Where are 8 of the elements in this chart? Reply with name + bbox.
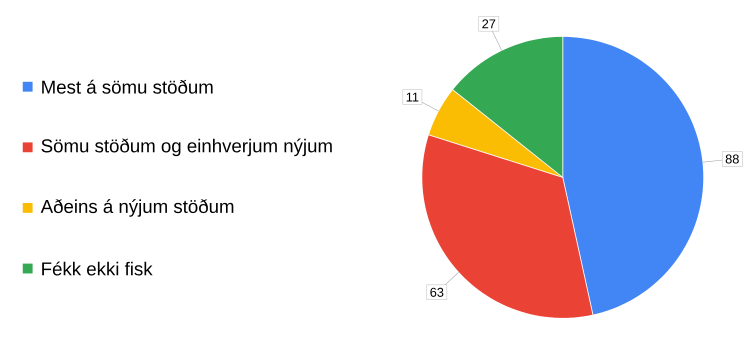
- legend-label: Sömu stöðum og einhverjum nýjum: [42, 138, 332, 156]
- legend-label: Mest á sömu stöðum: [42, 80, 213, 94]
- legend-label: Fékk ekki fisk: [42, 262, 153, 276]
- data-label: 27: [482, 19, 496, 28]
- legend-label: Aðeins á nýjum stöðum: [40, 199, 234, 217]
- data-label: 11: [406, 92, 418, 102]
- data-label: 88: [726, 154, 739, 164]
- data-label: 63: [430, 288, 444, 297]
